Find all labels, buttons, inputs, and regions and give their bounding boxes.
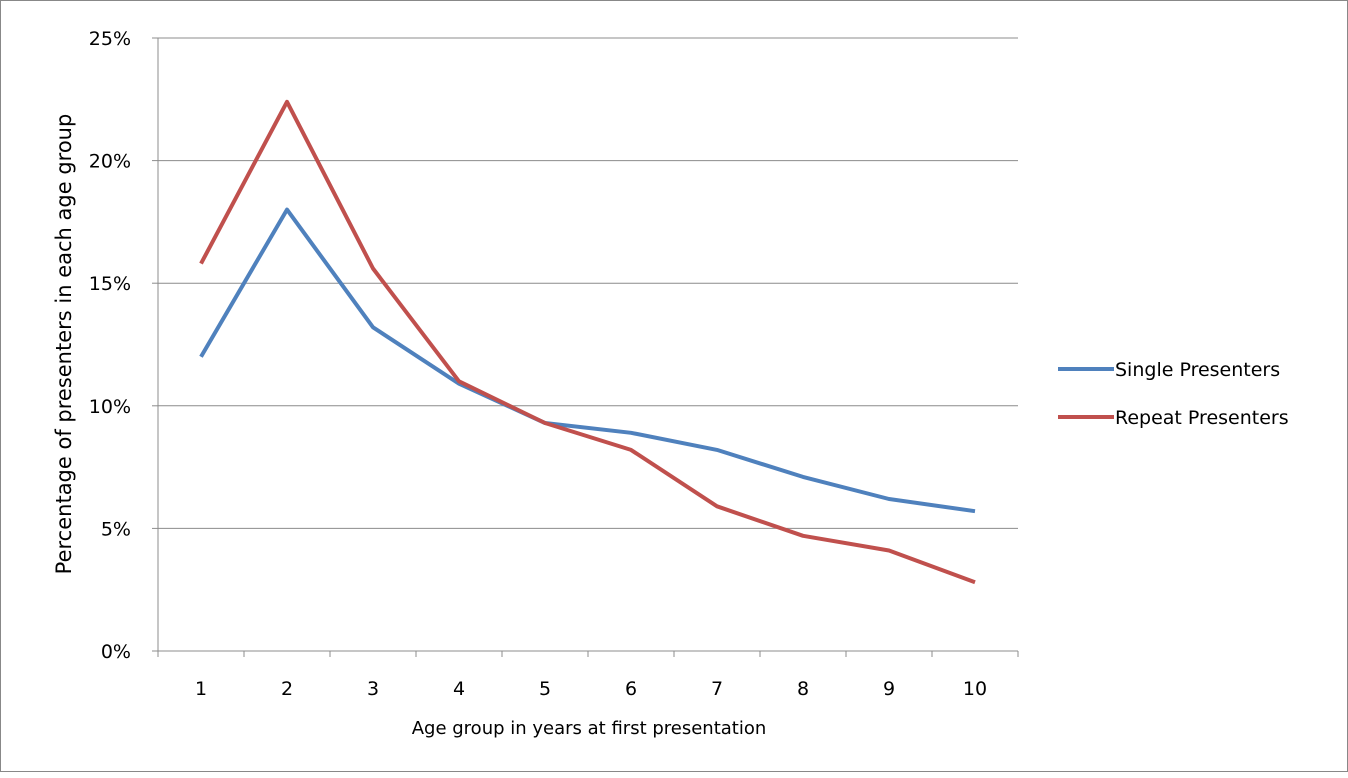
x-tick-label: 4 [453, 678, 465, 700]
axes [152, 38, 1018, 657]
x-tick-label: 7 [711, 678, 723, 700]
series-lines [201, 102, 975, 583]
y-axis-title: Percentage of presenters in each age gro… [52, 114, 76, 575]
series-line-2 [201, 102, 975, 583]
x-axis-title: Age group in years at first presentation [412, 718, 767, 739]
series-line-1 [201, 210, 975, 512]
y-tick-label: 10% [89, 396, 131, 418]
x-tick-label: 2 [281, 678, 293, 700]
y-tick-label: 0% [101, 641, 131, 663]
legend-label: Single Presenters [1115, 359, 1280, 381]
y-tick-label: 20% [89, 151, 131, 173]
y-tick-label: 15% [89, 273, 131, 295]
x-tick-label: 3 [367, 678, 379, 700]
legend: Single Presenters Repeat Presenters [1058, 359, 1289, 429]
x-tick-label: 10 [963, 678, 987, 700]
y-tick-label: 25% [89, 28, 131, 50]
x-tick-labels: 1 2 3 4 5 6 7 8 9 10 [195, 678, 987, 700]
y-tick-labels: 0% 5% 10% 15% 20% 25% [89, 28, 131, 663]
x-tick-label: 9 [883, 678, 895, 700]
y-tick-label: 5% [101, 518, 131, 540]
gridlines [158, 38, 1018, 528]
legend-label: Repeat Presenters [1115, 407, 1289, 429]
x-tick-label: 1 [195, 678, 207, 700]
x-tick-label: 8 [797, 678, 809, 700]
x-tick-label: 6 [625, 678, 637, 700]
x-tick-label: 5 [539, 678, 551, 700]
